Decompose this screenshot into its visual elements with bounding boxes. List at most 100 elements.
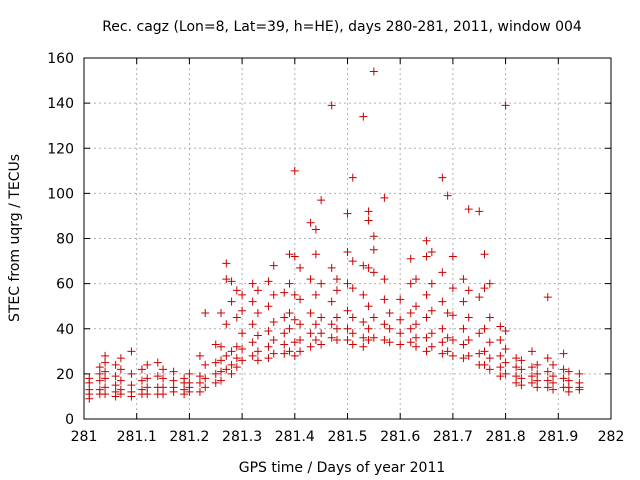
data-point-marker bbox=[348, 284, 357, 293]
data-point-marker bbox=[496, 363, 505, 372]
data-point-marker bbox=[238, 345, 247, 354]
data-point-marker bbox=[127, 381, 136, 390]
data-point-marker bbox=[85, 378, 94, 387]
data-point-marker bbox=[195, 387, 204, 396]
data-point-marker bbox=[306, 275, 315, 284]
data-point-marker bbox=[564, 387, 573, 396]
data-point-marker bbox=[348, 257, 357, 266]
data-point-marker bbox=[501, 358, 510, 367]
data-point-marker bbox=[427, 329, 436, 338]
data-point-marker bbox=[111, 360, 120, 369]
data-point-marker bbox=[406, 254, 415, 263]
data-point-marker bbox=[480, 360, 489, 369]
data-point-marker bbox=[127, 392, 136, 401]
data-point-marker bbox=[464, 313, 473, 322]
data-point-marker bbox=[396, 295, 405, 304]
data-point-marker bbox=[180, 390, 189, 399]
data-point-marker bbox=[396, 329, 405, 338]
data-point-marker bbox=[459, 275, 468, 284]
data-point-marker bbox=[285, 324, 294, 333]
data-point-marker bbox=[359, 317, 368, 326]
data-point-marker bbox=[269, 336, 278, 345]
data-point-marker bbox=[512, 372, 521, 381]
data-point-marker bbox=[306, 342, 315, 351]
x-tick-label: 281.6 bbox=[380, 429, 420, 445]
grid-lines bbox=[84, 58, 611, 419]
data-point-marker bbox=[364, 263, 373, 272]
data-point-marker bbox=[159, 383, 168, 392]
data-point-marker bbox=[317, 313, 326, 322]
data-point-marker bbox=[285, 250, 294, 259]
data-point-marker bbox=[317, 196, 326, 205]
data-point-marker bbox=[475, 293, 484, 302]
data-point-marker bbox=[264, 277, 273, 286]
data-point-marker bbox=[517, 365, 526, 374]
data-point-marker bbox=[517, 356, 526, 365]
data-point-marker bbox=[253, 356, 262, 365]
data-point-marker bbox=[269, 349, 278, 358]
data-point-marker bbox=[290, 338, 299, 347]
axis-ticks: 281 281.1 281.2 281.3 281.4 281.5 281.6 281.7 28… bbox=[47, 51, 624, 445]
data-point-marker bbox=[564, 376, 573, 385]
x-tick-label: 281.2 bbox=[169, 429, 209, 445]
data-point-marker bbox=[406, 308, 415, 317]
data-point-marker bbox=[159, 374, 168, 383]
data-point-marker bbox=[369, 313, 378, 322]
data-point-marker bbox=[543, 354, 552, 363]
data-point-marker bbox=[296, 295, 305, 304]
y-tick-label: 140 bbox=[47, 96, 74, 112]
data-point-marker bbox=[438, 324, 447, 333]
data-point-marker bbox=[143, 360, 152, 369]
data-point-marker bbox=[332, 313, 341, 322]
data-point-marker bbox=[227, 277, 236, 286]
data-point-marker bbox=[169, 387, 178, 396]
data-point-marker bbox=[137, 365, 146, 374]
data-point-marker bbox=[549, 372, 558, 381]
data-point-marker bbox=[222, 365, 231, 374]
data-point-marker bbox=[464, 205, 473, 214]
data-point-marker bbox=[306, 329, 315, 338]
data-point-marker bbox=[222, 259, 231, 268]
data-point-marker bbox=[201, 374, 210, 383]
data-point-marker bbox=[512, 354, 521, 363]
x-tick-label: 281.9 bbox=[538, 429, 578, 445]
y-tick-label: 80 bbox=[56, 232, 74, 248]
data-point-marker bbox=[533, 360, 542, 369]
data-point-marker bbox=[480, 324, 489, 333]
data-point-marker bbox=[311, 225, 320, 234]
y-tick-label: 100 bbox=[47, 186, 74, 202]
data-point-marker bbox=[438, 338, 447, 347]
data-point-marker bbox=[485, 338, 494, 347]
data-point-marker bbox=[327, 333, 336, 342]
data-point-marker bbox=[527, 347, 536, 356]
data-point-marker bbox=[348, 313, 357, 322]
data-point-marker bbox=[427, 248, 436, 257]
data-point-marker bbox=[385, 308, 394, 317]
data-point-marker bbox=[332, 324, 341, 333]
data-point-marker bbox=[406, 338, 415, 347]
data-point-marker bbox=[496, 372, 505, 381]
data-point-marker bbox=[127, 347, 136, 356]
data-point-marker bbox=[369, 333, 378, 342]
data-point-marker bbox=[543, 293, 552, 302]
data-point-marker bbox=[501, 369, 510, 378]
data-point-marker bbox=[448, 311, 457, 320]
data-point-marker bbox=[280, 329, 289, 338]
data-point-marker bbox=[575, 385, 584, 394]
data-point-marker bbox=[269, 261, 278, 270]
data-point-marker bbox=[448, 252, 457, 261]
data-point-marker bbox=[422, 290, 431, 299]
data-point-marker bbox=[280, 349, 289, 358]
data-point-marker bbox=[195, 378, 204, 387]
data-point-marker bbox=[306, 308, 315, 317]
data-point-marker bbox=[290, 166, 299, 175]
data-point-marker bbox=[412, 333, 421, 342]
y-tick-label: 60 bbox=[56, 277, 74, 293]
data-point-marker bbox=[111, 381, 120, 390]
data-point-marker bbox=[422, 313, 431, 322]
data-point-marker bbox=[185, 387, 194, 396]
data-point-marker bbox=[101, 367, 110, 376]
data-point-marker bbox=[143, 374, 152, 383]
data-point-marker bbox=[85, 394, 94, 403]
data-point-marker bbox=[443, 333, 452, 342]
